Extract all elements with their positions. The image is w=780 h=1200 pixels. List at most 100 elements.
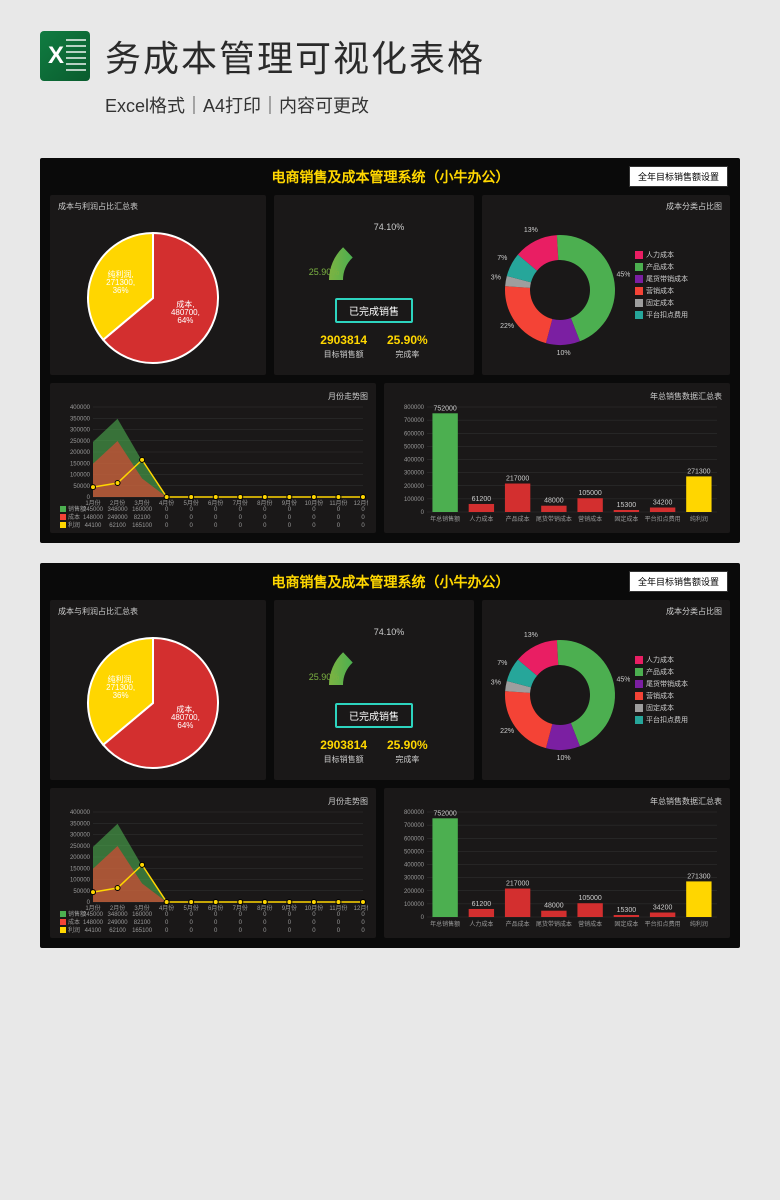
svg-text:0: 0 <box>165 928 169 934</box>
rate-value: 25.90% <box>387 333 428 347</box>
bar-chart: 0100000200000300000400000500000600000700… <box>392 807 722 937</box>
svg-text:0: 0 <box>337 507 341 513</box>
rate-value: 25.90% <box>387 738 428 752</box>
bar-title: 年总销售数据汇总表 <box>392 796 722 807</box>
svg-text:7%: 7% <box>497 255 507 262</box>
svg-text:0: 0 <box>239 928 243 934</box>
svg-text:10%: 10% <box>557 755 571 762</box>
svg-text:0: 0 <box>214 515 218 521</box>
pie-title: 成本与利润占比汇总表 <box>58 606 138 617</box>
svg-text:4月份: 4月份 <box>159 904 174 912</box>
svg-text:11月份: 11月份 <box>329 499 347 507</box>
svg-text:7%: 7% <box>497 660 507 667</box>
svg-text:平台扣点费用: 平台扣点费用 <box>645 515 681 523</box>
svg-text:7月份: 7月份 <box>233 499 248 507</box>
svg-text:800000: 800000 <box>404 810 425 816</box>
monthly-trend-panel: 月份走势图 0500001000001500002000002500003000… <box>50 788 376 938</box>
svg-text:165100: 165100 <box>132 523 153 529</box>
target-value: 2903814 <box>320 333 367 347</box>
svg-text:3%: 3% <box>491 679 501 686</box>
target-settings-button[interactable]: 全年目标销售额设置 <box>629 166 728 187</box>
dashboard-title: 电商销售及成本管理系统（小牛办公） <box>152 167 629 187</box>
svg-text:8月份: 8月份 <box>257 904 272 912</box>
svg-text:0: 0 <box>421 510 425 516</box>
svg-text:0: 0 <box>239 523 243 529</box>
svg-text:固定成本: 固定成本 <box>614 920 638 928</box>
svg-text:44100: 44100 <box>85 928 102 934</box>
svg-text:3月份: 3月份 <box>134 499 149 507</box>
svg-text:160000: 160000 <box>132 507 153 513</box>
svg-text:752000: 752000 <box>433 810 456 817</box>
svg-text:45%: 45% <box>617 676 630 683</box>
svg-text:0: 0 <box>190 523 194 529</box>
svg-text:0: 0 <box>361 515 365 521</box>
svg-text:5月份: 5月份 <box>184 904 199 912</box>
svg-text:200000: 200000 <box>404 484 425 490</box>
svg-text:0: 0 <box>312 523 316 529</box>
svg-text:350000: 350000 <box>70 416 91 422</box>
cost-breakdown-donut-panel: 成本分类占比图 13%45%10%22%3%7% 人力成本产品成本尾货带销成本营… <box>482 600 730 780</box>
cost-breakdown-donut-panel: 成本分类占比图 13%45%10%22%3%7% 人力成本产品成本尾货带销成本营… <box>482 195 730 375</box>
svg-text:34200: 34200 <box>653 905 673 912</box>
svg-text:100000: 100000 <box>70 473 91 479</box>
svg-text:0: 0 <box>263 928 267 934</box>
pie-chart: 成本,480700,64%纯利润,271300,36% <box>58 608 258 773</box>
svg-text:245000: 245000 <box>83 912 104 918</box>
svg-text:400000: 400000 <box>70 405 91 411</box>
svg-text:0: 0 <box>239 515 243 521</box>
svg-text:0: 0 <box>263 920 267 926</box>
svg-text:0: 0 <box>214 523 218 529</box>
svg-text:9月份: 9月份 <box>282 904 297 912</box>
svg-text:217000: 217000 <box>506 881 529 888</box>
svg-text:平台扣点费用: 平台扣点费用 <box>645 920 681 928</box>
bar-chart: 0100000200000300000400000500000600000700… <box>392 402 722 532</box>
svg-text:48000: 48000 <box>544 498 564 505</box>
svg-text:61200: 61200 <box>472 901 492 908</box>
gauge-chart: 25.90%74.10% <box>294 615 454 695</box>
svg-text:22%: 22% <box>500 728 514 735</box>
donut-title: 成本分类占比图 <box>666 606 722 617</box>
donut-chart: 13%45%10%22%3%7% <box>490 205 630 365</box>
svg-text:0: 0 <box>288 912 292 918</box>
svg-text:74.10%: 74.10% <box>374 627 405 637</box>
svg-text:营销成本: 营销成本 <box>578 920 602 928</box>
donut-chart: 13% 45% 10% 22% 3% 7% <box>490 610 630 770</box>
svg-text:45%: 45% <box>617 271 630 278</box>
svg-text:300000: 300000 <box>70 833 91 839</box>
svg-text:250000: 250000 <box>70 844 91 850</box>
svg-text:500000: 500000 <box>404 444 425 450</box>
trend-title: 月份走势图 <box>58 796 368 807</box>
svg-text:217000: 217000 <box>506 476 529 483</box>
svg-text:752000: 752000 <box>433 405 456 412</box>
svg-text:0: 0 <box>214 928 218 934</box>
target-settings-button[interactable]: 全年目标销售额设置 <box>629 571 728 592</box>
svg-text:0: 0 <box>263 507 267 513</box>
svg-text:0: 0 <box>190 515 194 521</box>
svg-text:0: 0 <box>312 507 316 513</box>
svg-text:0: 0 <box>165 523 169 529</box>
annual-summary-bar-panel: 年总销售数据汇总表 010000020000030000040000050000… <box>384 788 730 938</box>
svg-text:249000: 249000 <box>108 515 129 521</box>
bar-title: 年总销售数据汇总表 <box>392 391 722 402</box>
svg-text:11月份: 11月份 <box>329 904 347 912</box>
svg-text:100000: 100000 <box>404 497 425 503</box>
donut-legend: 人力成本产品成本尾货带销成本营销成本固定成本平台扣点费用 <box>635 248 688 322</box>
svg-text:13%: 13% <box>524 632 538 639</box>
svg-text:12月份: 12月份 <box>354 904 368 912</box>
svg-text:0: 0 <box>312 515 316 521</box>
svg-text:36%: 36% <box>113 691 129 700</box>
svg-text:0: 0 <box>337 523 341 529</box>
pie-title: 成本与利润占比汇总表 <box>58 201 138 212</box>
rate-label: 完成率 <box>387 349 428 360</box>
svg-text:1月份: 1月份 <box>85 904 100 912</box>
svg-text:10%: 10% <box>557 350 571 357</box>
svg-text:6月份: 6月份 <box>208 904 223 912</box>
svg-text:年总销售额: 年总销售额 <box>430 515 460 523</box>
dashboard-preview-1: 电商销售及成本管理系统（小牛办公） 全年目标销售额设置 成本与利润占比汇总表 成… <box>40 158 740 543</box>
svg-text:0: 0 <box>165 507 169 513</box>
svg-text:200000: 200000 <box>70 855 91 861</box>
svg-text:62100: 62100 <box>109 523 126 529</box>
trend-chart: 0500001000001500002000002500003000003500… <box>58 402 368 532</box>
svg-text:0: 0 <box>361 928 365 934</box>
svg-text:0: 0 <box>337 912 341 918</box>
